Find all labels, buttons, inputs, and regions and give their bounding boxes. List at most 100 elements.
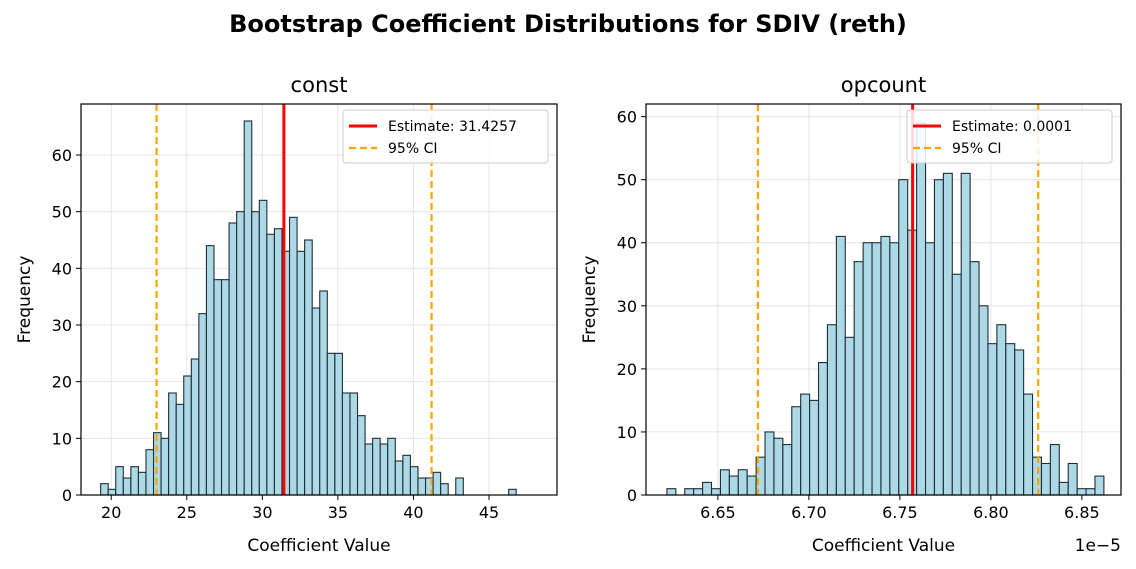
y-tick-label: 50 xyxy=(52,203,72,222)
histogram-bar xyxy=(1076,488,1087,496)
histogram-bar xyxy=(304,239,313,496)
legend-estimate-label: Estimate: 0.0001 xyxy=(952,119,1072,135)
histogram-bar xyxy=(236,211,245,496)
histogram-bar xyxy=(198,313,207,496)
histogram-bar xyxy=(183,375,192,496)
histogram-bar xyxy=(728,475,739,496)
histogram-bar xyxy=(996,324,1007,496)
x-tick-label: 30 xyxy=(252,503,272,522)
histogram-bar xyxy=(889,242,900,496)
histogram-bar xyxy=(746,475,757,496)
axes-frame xyxy=(645,103,1122,496)
histogram-bar xyxy=(130,466,139,496)
histogram-bar xyxy=(1094,475,1105,496)
histogram-bar xyxy=(1058,481,1069,496)
y-tick-label: 40 xyxy=(52,259,72,278)
histogram-bar xyxy=(137,471,147,496)
histogram-bar xyxy=(898,179,909,496)
histogram-bar xyxy=(152,432,162,496)
x-axis-label: Coefficient Value xyxy=(247,536,390,556)
histogram-bar xyxy=(334,352,343,496)
y-tick-label: 10 xyxy=(52,429,72,448)
y-tick-label: 10 xyxy=(617,423,637,442)
histogram-bar xyxy=(764,431,775,496)
histogram-bar xyxy=(916,122,927,496)
y-tick-label: 60 xyxy=(617,108,637,127)
histogram-bar xyxy=(455,477,464,496)
histogram-bar xyxy=(409,466,419,496)
histogram-bar xyxy=(782,443,793,496)
histogram-bar xyxy=(175,403,185,496)
y-axis-label: Frequency xyxy=(580,256,600,344)
histogram-bar xyxy=(168,392,177,496)
histogram-bar xyxy=(107,488,117,496)
y-tick-label: 0 xyxy=(627,486,637,505)
histogram-bar xyxy=(693,488,704,496)
histogram-bar xyxy=(702,481,713,496)
histogram-bar xyxy=(1023,393,1034,496)
y-tick-label: 30 xyxy=(52,316,72,335)
histogram-bar xyxy=(924,242,936,496)
histogram-bar xyxy=(1049,443,1060,496)
y-tick-label: 20 xyxy=(617,360,637,379)
histogram-bar xyxy=(372,437,381,496)
chart-panel-opcount: 6.65 6.70 6.75 6.80 6.85 0 10 20 30 40 50 60 opcount… xyxy=(580,73,1122,556)
subplot-title: opcount xyxy=(841,73,926,97)
histogram-bar xyxy=(266,233,275,496)
histogram-bar xyxy=(951,273,962,496)
histogram-bar xyxy=(115,466,124,496)
histogram-bar xyxy=(319,290,328,496)
histogram-bar xyxy=(326,352,336,496)
legend-box xyxy=(906,109,1113,164)
y-tick-label: 60 xyxy=(52,146,72,165)
histogram-bar xyxy=(978,305,989,496)
histogram-bar xyxy=(1032,456,1043,496)
histogram-bar xyxy=(258,199,268,496)
x-tick-label: 20 xyxy=(101,503,121,522)
histogram-bar xyxy=(844,336,855,496)
histogram-bar xyxy=(296,250,306,496)
axes-frame xyxy=(80,103,558,496)
x-tick-label: 35 xyxy=(328,503,348,522)
histogram-bar xyxy=(809,399,820,496)
histogram-bar xyxy=(387,437,396,496)
histogram-bar xyxy=(100,483,109,496)
subplot-title: const xyxy=(291,73,348,97)
histogram-bar xyxy=(862,242,873,496)
histogram-bar xyxy=(1005,343,1016,496)
legend-box xyxy=(342,109,549,164)
x-tick-label: 40 xyxy=(403,503,423,522)
histogram-bar xyxy=(122,477,132,496)
histogram-bar xyxy=(394,460,404,496)
y-tick-label: 30 xyxy=(617,297,637,316)
legend-ci-label: 95% CI xyxy=(952,141,1001,157)
histogram-bar xyxy=(880,235,891,496)
histogram-bar xyxy=(871,242,882,496)
histogram-bar xyxy=(356,415,366,496)
histogram-bar xyxy=(710,488,721,496)
legend: Estimate: 31.4257 95% CI xyxy=(342,109,549,164)
histogram-bar xyxy=(417,477,427,496)
histogram-bar xyxy=(942,172,953,496)
histogram-bar xyxy=(737,469,748,496)
histogram-bar xyxy=(508,488,517,496)
histogram-bar xyxy=(1085,488,1096,496)
chart-panel-const: 20 25 30 35 40 45 0 10 20 30 40 50 60 const Coefficien… xyxy=(15,73,558,556)
histogram-bar xyxy=(773,437,784,496)
y-tick-label: 20 xyxy=(52,373,72,392)
figure-title: Bootstrap Coefficient Distributions for … xyxy=(229,10,907,38)
x-tick-label: 45 xyxy=(479,503,499,522)
y-axis-label: Frequency xyxy=(15,256,35,344)
legend: Estimate: 0.0001 95% CI xyxy=(906,109,1113,164)
histogram-bar xyxy=(853,261,864,496)
histogram-bar xyxy=(432,471,442,496)
histogram-bar xyxy=(364,443,374,496)
histogram-bar xyxy=(251,211,260,496)
histogram-bar xyxy=(1040,462,1051,496)
histogram-bar xyxy=(440,483,449,496)
x-offset-label: 1e−5 xyxy=(1075,536,1121,556)
histogram-bar xyxy=(349,392,359,496)
x-axis-label: Coefficient Value xyxy=(812,536,955,556)
histogram-bar xyxy=(987,343,998,496)
